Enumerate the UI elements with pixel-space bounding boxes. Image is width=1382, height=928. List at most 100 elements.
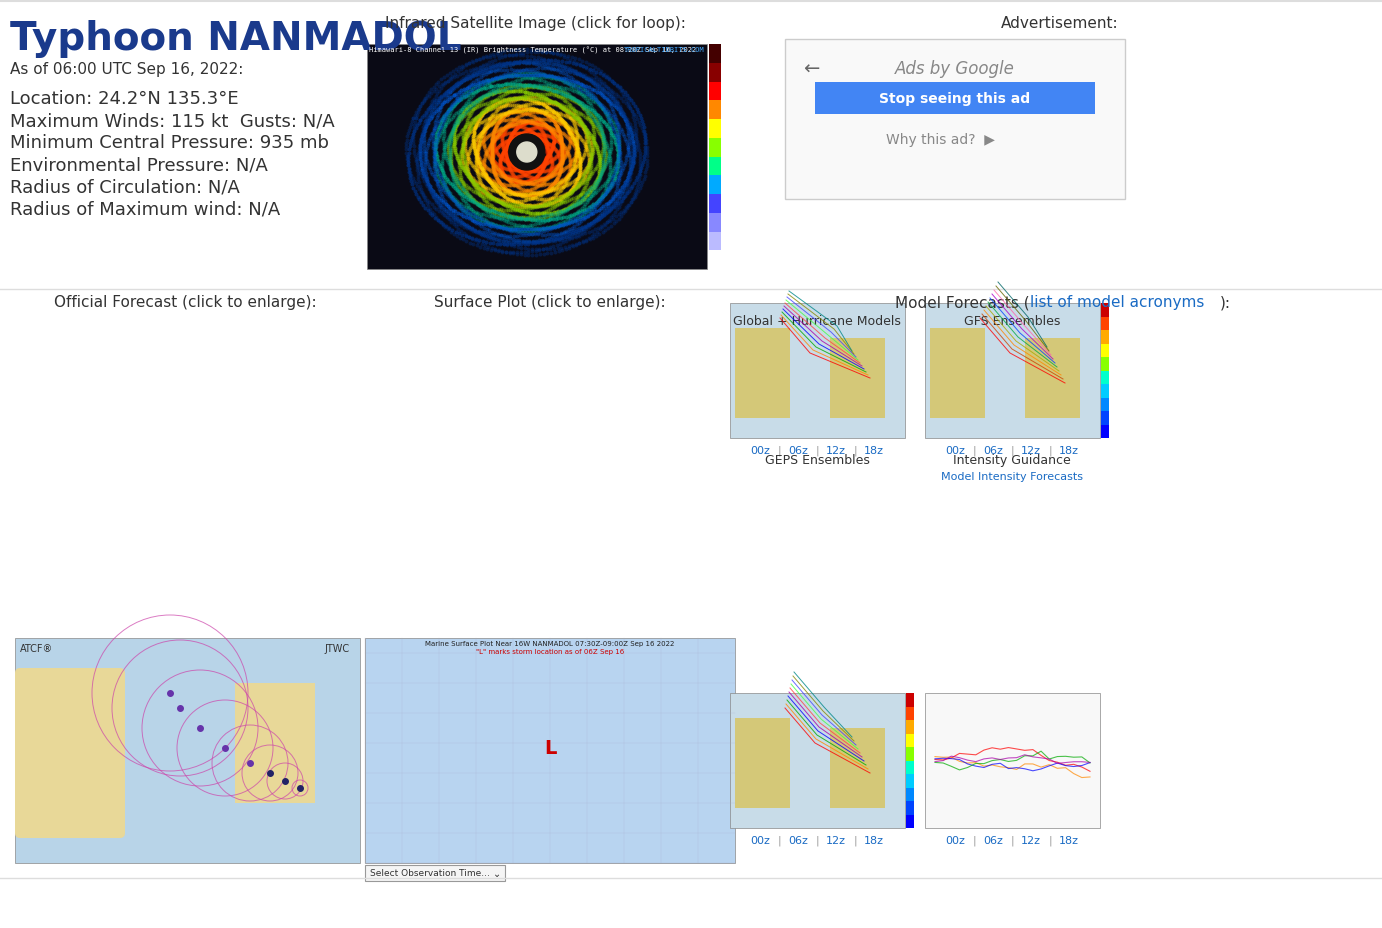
Point (593, 148, 615, 163)
Point (529, 166, 551, 181)
Point (514, 114, 536, 129)
Point (525, 117, 547, 132)
Point (507, 200, 529, 215)
Point (445, 174, 467, 189)
Point (558, 162, 580, 177)
Point (499, 159, 521, 174)
Point (608, 187, 630, 201)
Point (481, 217, 503, 232)
Point (535, 120, 557, 135)
Point (463, 196, 485, 211)
Point (431, 116, 453, 131)
Point (507, 140, 529, 155)
Point (462, 208, 484, 223)
Bar (1101, 384, 1108, 398)
Point (554, 105, 576, 120)
Point (514, 115, 536, 130)
Point (585, 197, 607, 212)
Point (522, 149, 545, 164)
Point (535, 59, 557, 74)
Point (478, 174, 500, 188)
Point (600, 135, 622, 150)
Point (524, 113, 546, 128)
Point (496, 150, 518, 165)
Point (498, 148, 520, 163)
Point (522, 149, 545, 164)
Point (511, 183, 533, 198)
Point (453, 135, 475, 149)
Point (419, 180, 441, 195)
Point (410, 159, 433, 174)
Point (575, 211, 597, 226)
Point (498, 170, 520, 185)
Point (518, 86, 540, 101)
Point (550, 71, 572, 86)
Point (466, 151, 488, 166)
Point (524, 236, 546, 251)
Point (504, 159, 527, 174)
Point (583, 178, 605, 193)
Point (569, 226, 591, 241)
Point (489, 180, 511, 195)
Point (518, 155, 540, 170)
Point (427, 155, 449, 170)
Point (546, 108, 568, 122)
Point (565, 136, 587, 151)
Point (545, 220, 567, 235)
Point (481, 126, 503, 141)
Point (518, 219, 540, 234)
Point (480, 153, 502, 168)
Point (528, 179, 550, 194)
Point (507, 83, 529, 97)
Point (451, 184, 473, 199)
Point (518, 138, 540, 153)
Point (568, 67, 590, 82)
Point (525, 143, 547, 158)
Point (605, 137, 627, 152)
Point (551, 100, 574, 115)
Point (533, 141, 556, 156)
Point (500, 173, 522, 187)
Point (575, 223, 597, 238)
Point (415, 168, 437, 183)
Point (580, 99, 603, 114)
Point (433, 132, 455, 147)
Point (527, 148, 549, 162)
Point (410, 133, 433, 148)
Point (513, 175, 535, 190)
Point (485, 105, 507, 120)
Point (551, 153, 574, 168)
Point (491, 178, 513, 193)
Point (463, 137, 485, 152)
Point (567, 213, 589, 228)
Point (522, 94, 545, 109)
Point (502, 92, 524, 107)
Point (550, 97, 572, 112)
Point (517, 158, 539, 173)
Point (424, 145, 446, 160)
Point (607, 196, 629, 211)
Point (464, 121, 486, 135)
Point (524, 80, 546, 95)
Point (446, 69, 468, 84)
Point (495, 147, 517, 161)
Point (576, 127, 598, 142)
Point (535, 118, 557, 133)
Point (618, 91, 640, 106)
Point (420, 182, 442, 197)
Point (491, 111, 513, 126)
Point (499, 158, 521, 173)
Bar (709, 120, 721, 138)
Point (424, 104, 446, 119)
Point (428, 118, 451, 133)
Point (485, 79, 507, 94)
Point (533, 155, 556, 170)
Point (627, 177, 650, 192)
Point (594, 198, 616, 213)
Point (564, 80, 586, 95)
Point (397, 159, 419, 174)
Point (521, 235, 543, 250)
Point (499, 58, 521, 73)
Point (560, 166, 582, 181)
Point (525, 80, 547, 95)
